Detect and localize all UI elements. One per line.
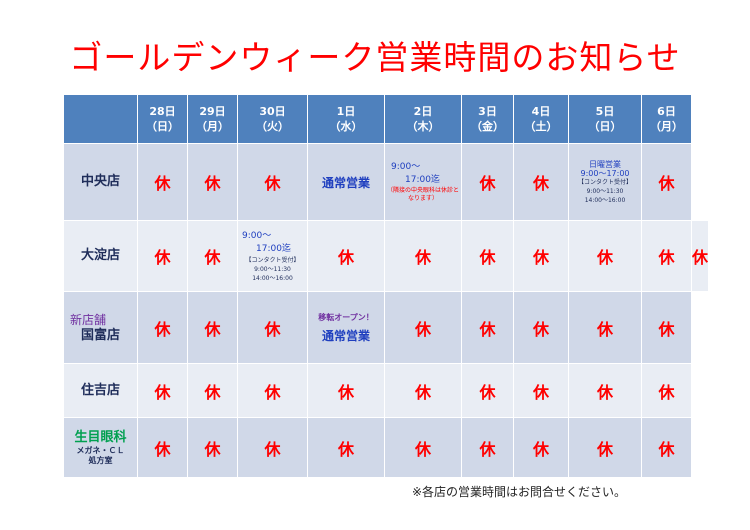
store-name: 中央店 [63, 143, 138, 221]
header-corner [63, 94, 138, 144]
cell-hours: 日曜営業 9:00～17:00 【コンタクト受付】 9:00～11:30 14:… [568, 143, 642, 221]
cell-hours: 9:00～ 17:00迄 【コンタクト受付】 9:00～11:30 14:00～… [237, 220, 308, 292]
schedule-table: 28日 （日） 29日 （月） 30日 （火） 1日 （水） 2日 （木） 3日 （金） 4… [63, 94, 710, 478]
header-row: 28日 （日） 29日 （月） 30日 （火） 1日 （水） 2日 （木） 3日 （金） 4… [63, 94, 709, 144]
row-sumiyoshi: 住吉店 休 休 休 休 休 休 休 休 休 [63, 363, 709, 418]
cell-closed: 休 [641, 417, 692, 478]
header-day: 6日 （月） [641, 94, 692, 144]
header-day: 30日 （火） [237, 94, 308, 144]
page-title: ゴールデンウィーク営業時間のお知らせ [69, 38, 681, 77]
header-day: 4日 （土） [513, 94, 569, 144]
cell-closed: 休 [137, 417, 188, 478]
header-day: 1日 （水） [307, 94, 385, 144]
cell-hours: 9:00～ 17:00迄 （隣接の中央眼科は休診となります） [384, 143, 462, 221]
row-oyodo: 大淀店 休 休 9:00～ 17:00迄 【コンタクト受付】 9:00～11:3… [63, 220, 710, 292]
cell-closed: 休 [384, 291, 462, 364]
cell-closed: 休 [641, 220, 692, 292]
cell-closed: 休 [237, 143, 308, 221]
footnote: ※各店の営業時間はお問合せください。 [412, 485, 627, 499]
cell-closed: 休 [641, 291, 692, 364]
cell-closed: 休 [568, 417, 642, 478]
row-ikime: 生目眼科 メガネ・ＣＬ 処方室 休 休 休 休 休 休 休 休 休 [63, 417, 709, 478]
cell-closed: 休 [237, 363, 308, 418]
cell-closed: 休 [461, 220, 514, 292]
cell-closed: 休 [513, 220, 569, 292]
cell-closed: 休 [137, 220, 188, 292]
cell-closed: 休 [187, 417, 238, 478]
cell-normal: 移転オープン！ 通常営業 [307, 291, 385, 364]
cell-closed: 休 [513, 417, 569, 478]
cell-closed: 休 [513, 363, 569, 418]
header-day: 2日 （木） [384, 94, 462, 144]
cell-closed: 休 [307, 363, 385, 418]
cell-normal: 通常営業 [307, 143, 385, 221]
cell-closed: 休 [568, 291, 642, 364]
cell-closed: 休 [690, 220, 710, 292]
cell-closed: 休 [137, 143, 188, 221]
header-day: 28日 （日） [137, 94, 188, 144]
header-day: 3日 （金） [461, 94, 514, 144]
cell-closed: 休 [237, 291, 308, 364]
cell-closed: 休 [461, 143, 514, 221]
row-kunitomi: 新店舗 国富店 休 休 休 移転オープン！ 通常営業 休 休 休 休 休 [63, 291, 709, 364]
cell-closed: 休 [187, 220, 238, 292]
header-day: 29日 （月） [187, 94, 238, 144]
cell-closed: 休 [137, 291, 188, 364]
cell-closed: 休 [384, 220, 462, 292]
cell-closed: 休 [568, 220, 642, 292]
cell-closed: 休 [187, 291, 238, 364]
cell-closed: 休 [187, 363, 238, 418]
cell-closed: 休 [187, 143, 238, 221]
cell-closed: 休 [137, 363, 188, 418]
cell-closed: 休 [641, 363, 692, 418]
cell-closed: 休 [384, 417, 462, 478]
cell-closed: 休 [513, 291, 569, 364]
cell-closed: 休 [641, 143, 692, 221]
cell-closed: 休 [307, 417, 385, 478]
cell-closed: 休 [461, 363, 514, 418]
cell-closed: 休 [237, 417, 308, 478]
cell-closed: 休 [461, 291, 514, 364]
cell-closed: 休 [568, 363, 642, 418]
store-name: 大淀店 [63, 220, 138, 292]
store-name: 住吉店 [63, 363, 138, 418]
header-day: 5日 （日） [568, 94, 642, 144]
cell-closed: 休 [513, 143, 569, 221]
store-name: 生目眼科 メガネ・ＣＬ 処方室 [63, 417, 138, 478]
row-chuo: 中央店 休 休 休 通常営業 9:00～ 17:00迄 （隣接の中央眼科は休診と… [63, 143, 709, 221]
store-name: 新店舗 国富店 [63, 291, 138, 364]
cell-closed: 休 [384, 363, 462, 418]
cell-closed: 休 [461, 417, 514, 478]
cell-closed: 休 [307, 220, 385, 292]
